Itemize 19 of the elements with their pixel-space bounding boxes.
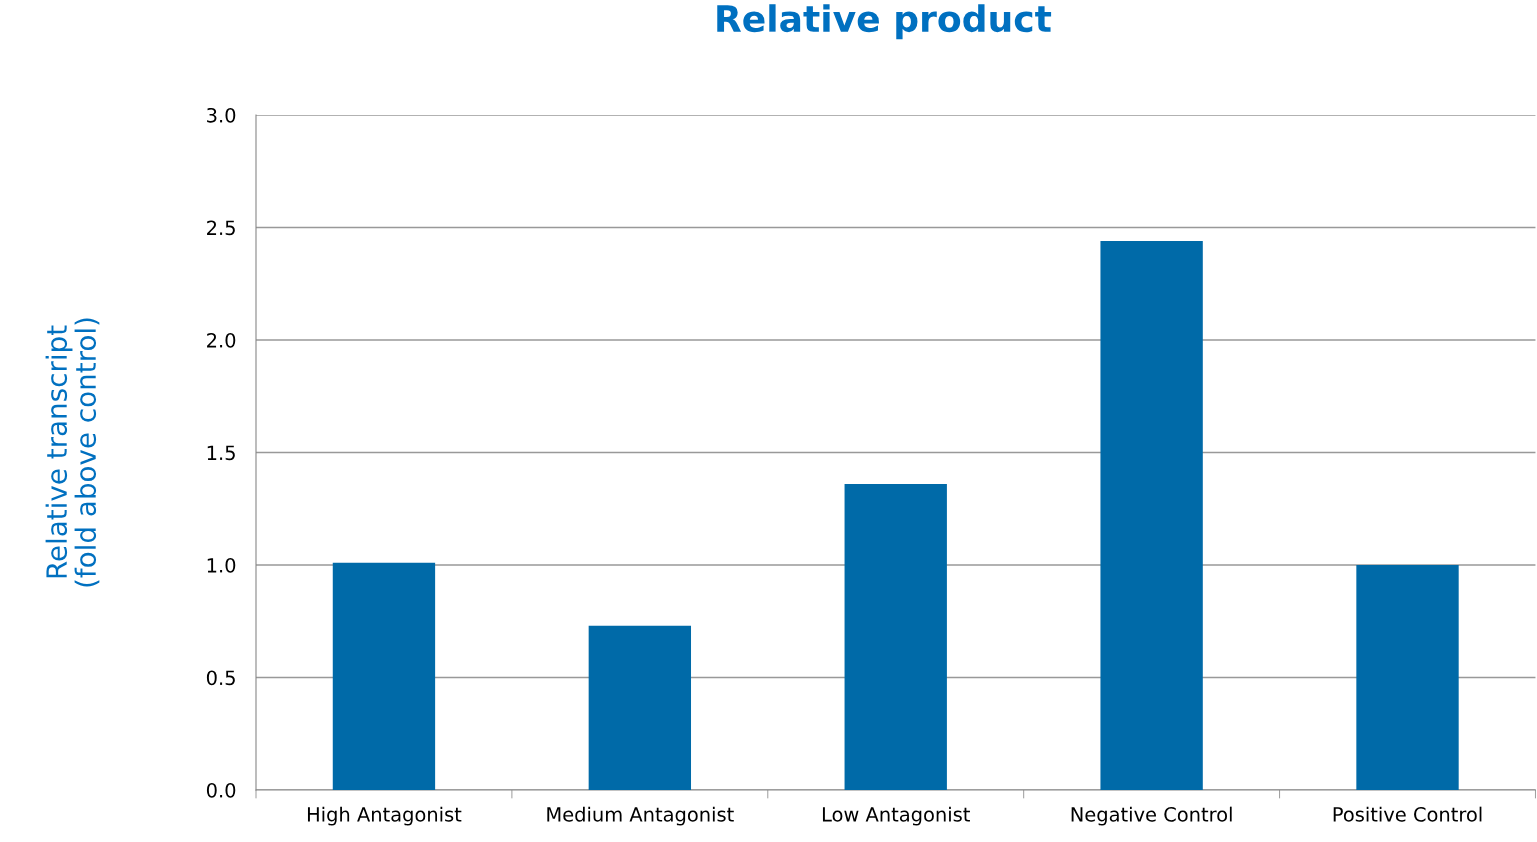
x-tick-label: Positive Control (1333, 806, 1482, 822)
y-tick-label: 0.0 (206, 782, 236, 798)
x-tick-label: Negative Control (1071, 806, 1232, 826)
bar (1356, 565, 1459, 790)
chart-title: Relative product (717, 4, 1052, 40)
y-tick-label: 1.5 (207, 445, 235, 461)
y-tick-label: 0.5 (206, 670, 235, 686)
y-tick-label: 3.0 (207, 107, 236, 123)
y-tick-label: 2.0 (207, 332, 236, 348)
y-tick-label: 1.0 (207, 557, 236, 573)
x-tick-label: Medium Antagonist (547, 806, 734, 826)
bar (332, 562, 436, 790)
y-tick-label: 2.5 (207, 220, 235, 236)
x-tick-label: Low Antagonist (822, 806, 970, 826)
bar (1100, 241, 1203, 790)
y-axis-title: Relative transcript (fold above control) (45, 318, 100, 587)
bar (588, 625, 692, 790)
x-tick-label: High Antagonist (307, 806, 462, 826)
bar (844, 484, 947, 790)
